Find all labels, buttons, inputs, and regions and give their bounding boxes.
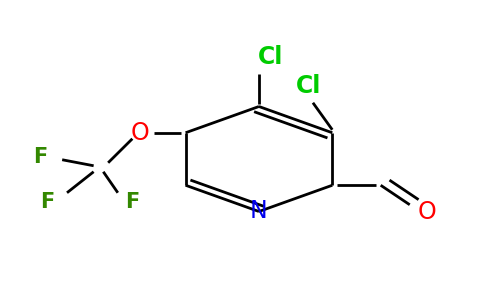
Text: O: O [417, 200, 436, 224]
Text: Cl: Cl [295, 74, 321, 98]
Text: F: F [125, 192, 139, 212]
Text: F: F [33, 147, 47, 167]
Text: Cl: Cl [258, 45, 284, 69]
Text: O: O [130, 121, 149, 145]
Text: N: N [250, 200, 268, 224]
Text: F: F [41, 192, 55, 212]
